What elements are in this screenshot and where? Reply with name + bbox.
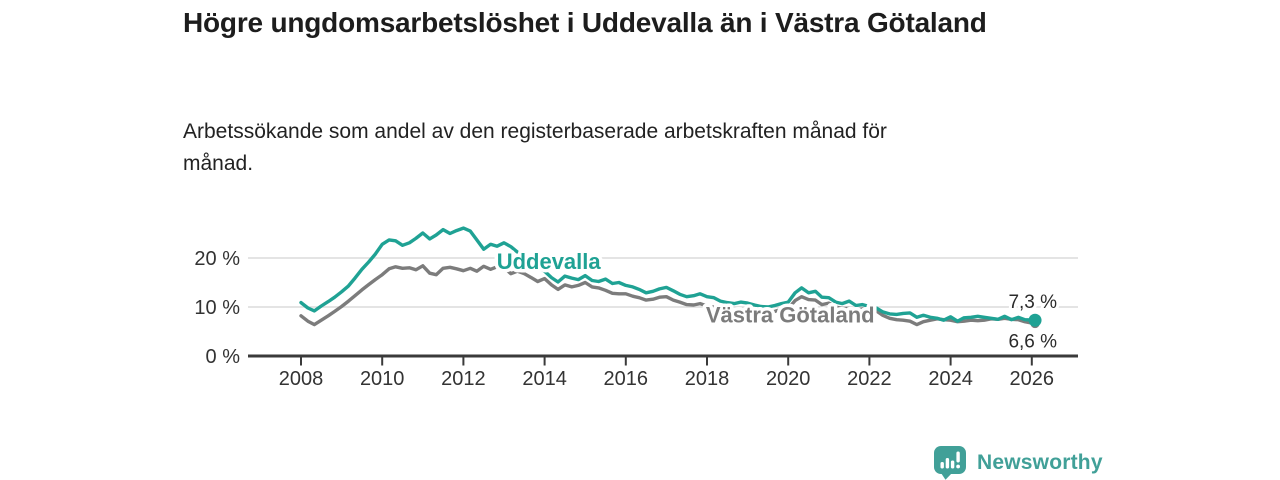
chart-subtitle: Arbetssökande som andel av den registerb… [183, 120, 887, 175]
logo-bar-1 [940, 462, 944, 469]
series-label-vastra-gotaland: Västra Götaland [706, 302, 875, 327]
logo-exclamation-dot [956, 464, 960, 469]
x-axis-tick-label-2016: 2016 [604, 368, 649, 390]
series-line-uddevalla [299, 226, 1037, 323]
end-value-label-vastra-gotaland: 6,6 % [1008, 332, 1057, 353]
x-axis-tick-label-2012: 2012 [441, 368, 486, 390]
x-axis-tick-label-2018: 2018 [685, 368, 730, 390]
y-axis-label-20: 20 % [194, 248, 240, 270]
end-value-label-uddevalla: 7,3 % [1008, 292, 1057, 313]
y-axis-label-0: 0 % [206, 346, 241, 368]
x-axis-tick-label-2026: 2026 [1010, 368, 1055, 390]
brand-footer: Newsworthy [933, 445, 1103, 480]
y-axis-label-10: 10 % [194, 297, 240, 319]
x-axis-tick-label-2010: 2010 [360, 368, 405, 390]
x-axis-tick-label-2008: 2008 [279, 368, 324, 390]
logo-exclamation-stem [956, 451, 960, 463]
series-label-uddevalla: Uddevalla [497, 249, 602, 274]
logo-bar-2 [945, 458, 950, 469]
x-axis-tick-label-2014: 2014 [522, 368, 567, 390]
logo-bar-3 [950, 460, 955, 469]
x-axis-tick-label-2022: 2022 [847, 368, 892, 390]
newsworthy-logo-icon [934, 446, 966, 480]
series-end-dot-uddevalla [1028, 313, 1042, 327]
brand-name: Newsworthy [977, 450, 1103, 474]
series-line-vastra-gotaland [299, 264, 1037, 327]
x-axis-tick-label-2024: 2024 [928, 368, 973, 390]
chart-title: Högre ungdomsarbetslöshet i Uddevalla än… [183, 7, 987, 38]
x-axis-tick-label-2020: 2020 [766, 368, 811, 390]
